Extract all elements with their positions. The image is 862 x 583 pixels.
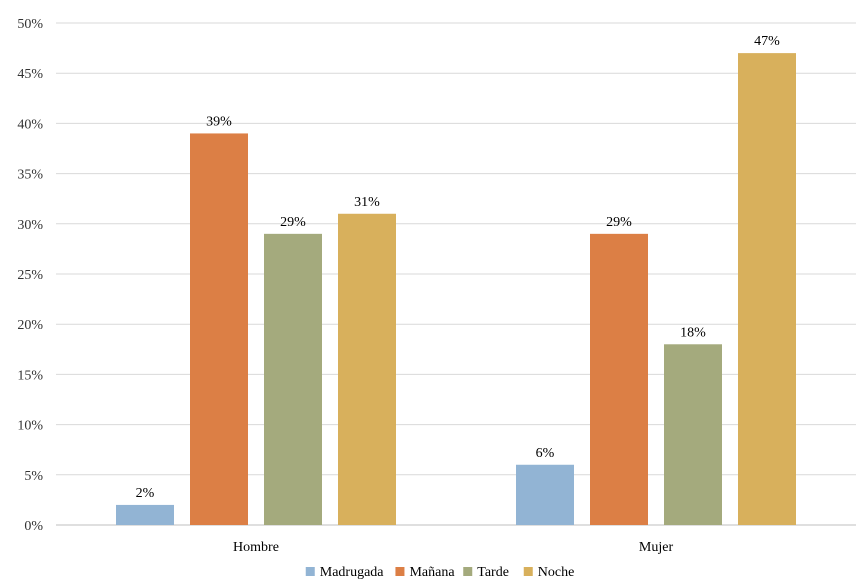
- legend-swatch: [305, 567, 315, 576]
- legend: Madrugada Mañana Tarde Noche: [305, 565, 575, 580]
- gridlines: [56, 22, 856, 526]
- y-tick-label: 35%: [17, 168, 43, 183]
- data-label: 6%: [536, 446, 555, 461]
- data-labels: 2% 39% 29% 31% 6% 29% 18% 47%: [136, 34, 781, 501]
- legend-swatch: [523, 567, 533, 576]
- data-label: 47%: [754, 34, 780, 49]
- legend-label: Madrugada: [320, 565, 385, 580]
- legend-label: Tarde: [477, 565, 509, 580]
- bar-madrugada-mujer: [516, 464, 574, 525]
- legend-swatch: [463, 567, 473, 576]
- data-label: 31%: [354, 195, 380, 210]
- bar-noche-mujer: [738, 53, 796, 526]
- data-label: 39%: [206, 114, 232, 129]
- y-tick-label: 50%: [17, 17, 43, 32]
- y-tick-label: 5%: [24, 469, 43, 484]
- y-tick-label: 15%: [17, 368, 43, 383]
- y-tick-label: 40%: [17, 117, 43, 132]
- bar-madrugada-hombre: [116, 504, 174, 525]
- x-category-label: Mujer: [639, 540, 674, 555]
- bar-tarde-mujer: [664, 344, 722, 525]
- y-tick-label: 30%: [17, 218, 43, 233]
- bar-maana-hombre: [190, 133, 248, 525]
- bar-tarde-hombre: [264, 233, 322, 525]
- data-label: 2%: [136, 486, 155, 501]
- data-label: 29%: [280, 215, 306, 230]
- legend-label: Noche: [538, 565, 575, 580]
- bar-maana-mujer: [590, 233, 648, 525]
- bars: [116, 53, 796, 526]
- data-label: 18%: [680, 325, 706, 340]
- legend-swatch: [395, 567, 405, 576]
- legend-label: Mañana: [409, 565, 455, 580]
- y-tick-label: 10%: [17, 419, 43, 434]
- y-tick-label: 25%: [17, 268, 43, 283]
- bar-noche-hombre: [338, 213, 396, 525]
- y-tick-label: 45%: [17, 67, 43, 82]
- y-tick-label: 20%: [17, 318, 43, 333]
- x-axis-category-labels: Hombre Mujer: [233, 540, 673, 555]
- x-category-label: Hombre: [233, 540, 279, 555]
- y-axis-tick-labels: 0% 5% 10% 15% 20% 25% 30% 35% 40% 45% 50%: [17, 17, 43, 534]
- data-label: 29%: [606, 215, 632, 230]
- y-tick-label: 0%: [24, 519, 43, 534]
